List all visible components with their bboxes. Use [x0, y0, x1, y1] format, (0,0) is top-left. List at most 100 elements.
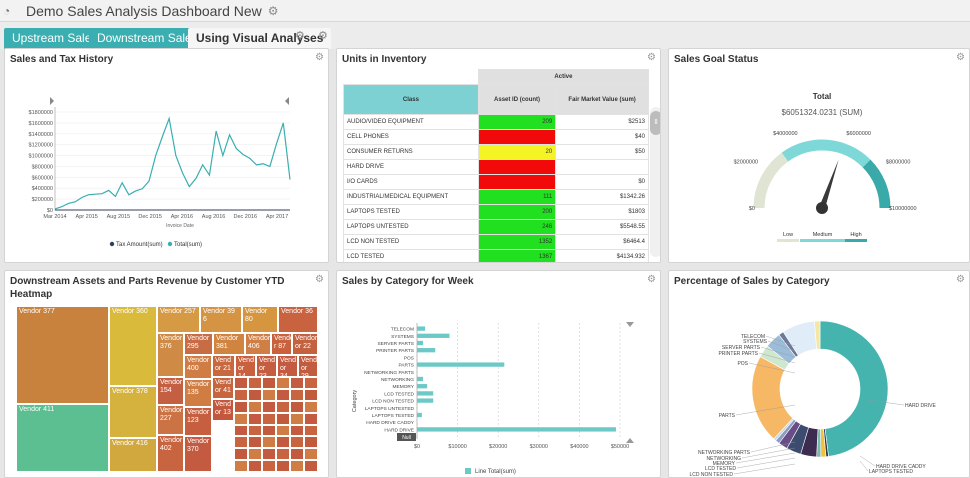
- treemap-cell[interactable]: Vend or 21: [212, 355, 235, 377]
- treemap-cell[interactable]: Vend or 41: [212, 377, 234, 399]
- gear-icon[interactable]: ⚙: [956, 52, 965, 63]
- treemap-cell-small[interactable]: [304, 412, 318, 425]
- treemap-cell[interactable]: Vendor 376: [157, 333, 184, 377]
- treemap-cell-small[interactable]: [290, 460, 304, 472]
- tab-using-visual-analyses[interactable]: Using Visual Analyses: [188, 28, 332, 49]
- treemap-cell[interactable]: Vendor 257: [157, 306, 200, 333]
- treemap-cell-small[interactable]: [276, 436, 290, 449]
- treemap-cell-small[interactable]: [248, 400, 262, 413]
- treemap-cell-small[interactable]: [290, 400, 304, 413]
- treemap-cell-small[interactable]: [290, 448, 304, 461]
- treemap-cell-small[interactable]: [248, 412, 262, 425]
- treemap-cell[interactable]: Vend or 14: [235, 355, 256, 377]
- treemap-cell-small[interactable]: [290, 436, 304, 449]
- treemap-cell-small[interactable]: [234, 400, 248, 413]
- treemap-cell[interactable]: Vendor r 87: [271, 333, 292, 355]
- treemap-cell[interactable]: Vend or 13: [212, 399, 234, 421]
- treemap-cell[interactable]: Vend or 29: [298, 355, 318, 377]
- table-row[interactable]: LAPTOPS UNTESTED 246 $5548.55: [343, 219, 649, 235]
- treemap-cell[interactable]: Vendor 400: [184, 355, 212, 379]
- tab-downstream-sales[interactable]: Downstream Sales: [89, 28, 206, 49]
- treemap-cell[interactable]: Vendor 295: [184, 333, 213, 355]
- gear-icon[interactable]: ⚙: [647, 274, 656, 285]
- treemap-cell-small[interactable]: [248, 424, 262, 437]
- treemap-cell-small[interactable]: [276, 460, 290, 472]
- treemap-cell[interactable]: Vend or 23: [256, 355, 277, 377]
- treemap-cell-small[interactable]: [234, 412, 248, 425]
- treemap-cell[interactable]: Vend or 34: [277, 355, 298, 377]
- table-row[interactable]: LAPTOPS TESTED 200 $1803: [343, 204, 649, 220]
- treemap-cell[interactable]: Vendor 80: [242, 306, 278, 333]
- treemap-cell-small[interactable]: [290, 377, 304, 389]
- treemap-cell-small[interactable]: [234, 448, 248, 461]
- table-row[interactable]: HARD DRIVE: [343, 159, 649, 175]
- treemap-cell-small[interactable]: [248, 448, 262, 461]
- table-row[interactable]: LCD NON TESTED 1352 $6464.4: [343, 234, 649, 250]
- table-row[interactable]: AUDIO/VIDEO EQUIPMENT 209 $2513: [343, 114, 649, 130]
- gear-icon[interactable]: ⚙: [315, 274, 324, 285]
- treemap-cell-small[interactable]: [304, 377, 318, 389]
- treemap-cell[interactable]: Vendor 360: [109, 306, 157, 386]
- treemap-cell-small[interactable]: [248, 377, 262, 389]
- treemap-cell-small[interactable]: [262, 424, 276, 437]
- treemap-cell[interactable]: Vendor 135: [184, 379, 212, 407]
- treemap-cell-small[interactable]: [276, 448, 290, 461]
- treemap-cell-small[interactable]: [276, 424, 290, 437]
- treemap-cell[interactable]: Vendor 36: [278, 306, 318, 333]
- treemap-cell-small[interactable]: [262, 377, 276, 389]
- treemap-cell-small[interactable]: [304, 400, 318, 413]
- tab-upstream-sales[interactable]: Upstream Sales: [4, 28, 106, 49]
- gear-icon[interactable]: ⚙: [315, 52, 324, 63]
- treemap-cell-small[interactable]: [276, 388, 290, 401]
- treemap-cell-small[interactable]: [262, 460, 276, 472]
- table-row[interactable]: INDUSTRIAL/MEDICAL EQUIPMENT 111 $1342.26: [343, 189, 649, 205]
- treemap-cell[interactable]: Vendor 377: [16, 306, 109, 404]
- column-header-asset[interactable]: Asset ID (count): [477, 84, 557, 115]
- treemap-cell-small[interactable]: [290, 412, 304, 425]
- column-header-fmv[interactable]: Fair Market Value (sum): [555, 84, 649, 115]
- treemap-cell[interactable]: Vendor 411: [16, 404, 109, 472]
- table-row[interactable]: I/O CARDS $0: [343, 174, 649, 190]
- treemap-cell[interactable]: Vendor 381: [213, 333, 245, 355]
- treemap-cell[interactable]: Vendor or 22: [292, 333, 318, 355]
- treemap-cell-small[interactable]: [262, 436, 276, 449]
- treemap-cell-small[interactable]: [304, 388, 318, 401]
- treemap-cell-small[interactable]: [290, 424, 304, 437]
- gear-icon[interactable]: ⚙: [267, 3, 279, 18]
- table-scrollbar[interactable]: ⇕: [650, 107, 660, 257]
- treemap-cell-small[interactable]: [304, 436, 318, 449]
- treemap-cell-small[interactable]: [262, 448, 276, 461]
- treemap-cell[interactable]: Vendor 378: [109, 386, 157, 438]
- treemap-cell-small[interactable]: [262, 412, 276, 425]
- treemap-cell-small[interactable]: [290, 388, 304, 401]
- treemap-cell-small[interactable]: [248, 460, 262, 472]
- scroll-thumb[interactable]: ⇕: [650, 111, 660, 135]
- treemap-cell-small[interactable]: [262, 388, 276, 401]
- table-row[interactable]: CELL PHONES $40: [343, 129, 649, 145]
- tab-gear-icon[interactable]: ⚙: [295, 30, 305, 42]
- treemap-cell-small[interactable]: [234, 424, 248, 437]
- treemap-cell[interactable]: Vendor 416: [109, 438, 157, 472]
- treemap-cell-small[interactable]: [234, 460, 248, 472]
- treemap-cell-small[interactable]: [304, 448, 318, 461]
- treemap-cell[interactable]: Vendor 370: [184, 436, 212, 472]
- add-tab-icon[interactable]: ⚙: [318, 30, 328, 42]
- treemap-cell-small[interactable]: [234, 377, 248, 389]
- treemap-cell-small[interactable]: [304, 460, 318, 472]
- treemap-cell[interactable]: Vendor 402: [157, 435, 184, 472]
- treemap-cell-small[interactable]: [234, 436, 248, 449]
- treemap-cell-small[interactable]: [262, 400, 276, 413]
- column-header-class[interactable]: Class: [343, 84, 479, 115]
- treemap-cell[interactable]: Vendor 123: [184, 407, 212, 436]
- treemap-cell[interactable]: Vendor 154: [157, 377, 184, 405]
- gear-icon[interactable]: ⚙: [647, 52, 656, 63]
- treemap-cell[interactable]: Vendor 406: [245, 333, 271, 355]
- treemap-cell-small[interactable]: [248, 436, 262, 449]
- table-row[interactable]: LCD TESTED 1367 $4134.932: [343, 249, 649, 262]
- table-row[interactable]: CONSUMER RETURNS 20 $50: [343, 144, 649, 160]
- treemap-cell[interactable]: Vendor 227: [157, 405, 184, 435]
- treemap-cell[interactable]: Vendor 39 6: [200, 306, 242, 333]
- treemap-cell-small[interactable]: [248, 388, 262, 401]
- treemap-cell-small[interactable]: [276, 377, 290, 389]
- treemap-cell-small[interactable]: [276, 400, 290, 413]
